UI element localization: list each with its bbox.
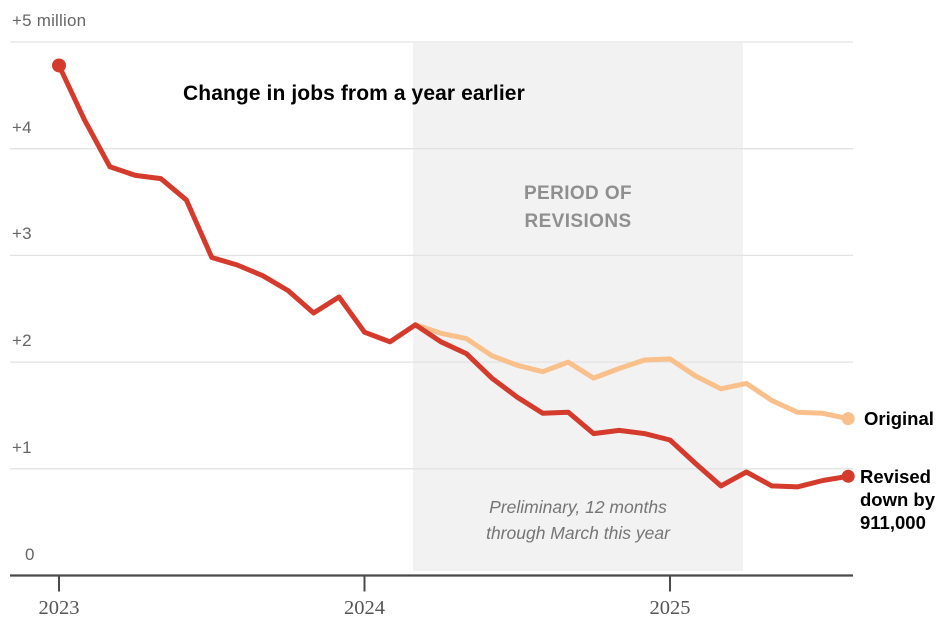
- revision-period-band: [413, 43, 743, 571]
- revision-period-label: PERIOD OF REVISIONS: [523, 183, 633, 232]
- y-axis-label: +5 million: [12, 11, 87, 30]
- chart-title: Change in jobs from a year earlier: [183, 82, 525, 105]
- y-axis-label: +2: [12, 331, 32, 351]
- y-axis-label: 0: [25, 544, 35, 564]
- original-series-line: [412, 322, 851, 422]
- x-axis-label: 2025: [649, 597, 691, 619]
- legend-original-label: Original: [864, 408, 934, 429]
- y-axis-label: +1: [12, 437, 32, 457]
- original-end-dot: [841, 412, 855, 426]
- preliminary-note: Preliminary, 12 months through March thi…: [486, 497, 670, 543]
- legend-revised-label: Revised down by 911,000: [860, 466, 936, 533]
- revised-series-line: [56, 63, 851, 490]
- x-axis-label: 2024: [344, 597, 385, 619]
- revised-end-dot: [841, 469, 855, 483]
- revised-start-dot: [52, 58, 66, 73]
- y-axis-label: +3: [12, 224, 32, 244]
- y-axis-label: +4: [12, 117, 32, 137]
- x-axis-label: 2023: [38, 597, 80, 619]
